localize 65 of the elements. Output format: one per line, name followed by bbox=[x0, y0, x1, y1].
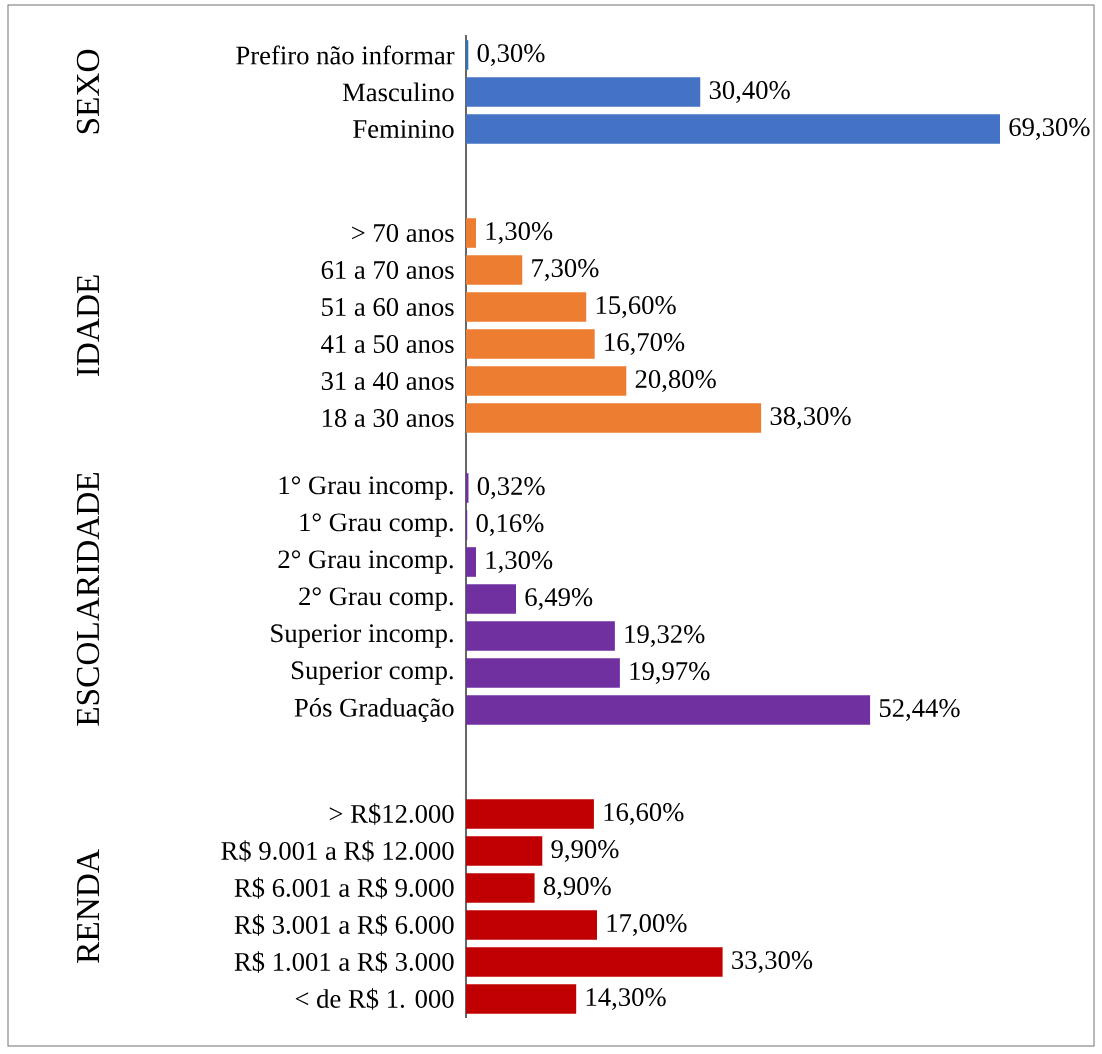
bar bbox=[466, 403, 762, 433]
data-label: 33,30% bbox=[732, 951, 813, 973]
data-label: 69,30% bbox=[1009, 118, 1090, 140]
bar bbox=[466, 984, 577, 1014]
y-tick-label: Superior incomp. bbox=[271, 624, 453, 648]
data-label: 0,30% bbox=[477, 44, 545, 66]
data-label: 8,90% bbox=[543, 877, 611, 899]
y-tick-label: Superior comp. bbox=[291, 661, 453, 685]
data-label: 38,30% bbox=[770, 407, 851, 429]
data-label: 52,44% bbox=[879, 699, 960, 721]
data-label: 9,90% bbox=[551, 840, 619, 862]
y-tick-label: R$ 1.001 a R$ 3.000 bbox=[234, 951, 454, 973]
y-tick-label: 31 a 40 anos bbox=[321, 372, 454, 390]
bar bbox=[466, 621, 615, 651]
data-label: 6,49% bbox=[525, 588, 593, 610]
y-axis-title: ESCOLARIDADE bbox=[76, 472, 100, 726]
data-label: 15,60% bbox=[596, 296, 676, 318]
data-label: 20,80% bbox=[635, 370, 716, 392]
y-tick-label: 1° Grau comp. bbox=[300, 513, 453, 537]
data-label: 0,32% bbox=[477, 477, 545, 499]
y-tick-label: 2° Grau incomp. bbox=[278, 550, 453, 574]
bar bbox=[466, 366, 627, 396]
bar bbox=[466, 547, 477, 577]
data-label: 16,70% bbox=[605, 333, 685, 355]
data-label: 1,30% bbox=[486, 551, 553, 573]
bar bbox=[466, 947, 723, 977]
bar bbox=[466, 910, 597, 940]
y-tick-label: R$ 9.001 a R$ 12.000 bbox=[221, 840, 454, 862]
y-tick-label: 1° Grau incomp. bbox=[279, 476, 453, 500]
y-tick-label: Masculino bbox=[342, 82, 454, 102]
bar bbox=[466, 695, 871, 725]
y-tick-label: 18 a 30 anos bbox=[322, 409, 454, 427]
bar bbox=[466, 218, 477, 248]
y-axis-title: SEXO bbox=[76, 49, 100, 134]
y-tick-label: > R$12.000 bbox=[329, 803, 454, 825]
y-tick-label: Pós Graduação bbox=[294, 697, 454, 723]
bar bbox=[466, 292, 587, 322]
y-tick-label: 41 a 50 anos bbox=[321, 335, 454, 353]
bar bbox=[466, 658, 620, 688]
y-tick-label: 61 a 70 anos bbox=[321, 261, 454, 279]
data-label: 30,40% bbox=[709, 81, 790, 103]
bar bbox=[466, 329, 595, 359]
y-axis-title: RENDA bbox=[76, 849, 100, 963]
bar bbox=[466, 584, 517, 614]
y-tick-label: 2° Grau comp. bbox=[299, 587, 453, 611]
y-tick-label: 51 a 60 anos bbox=[322, 298, 454, 316]
data-label: 7,30% bbox=[532, 259, 599, 281]
data-label: 14,30% bbox=[586, 988, 666, 1010]
bar bbox=[466, 799, 594, 829]
y-tick-label: < de R$ 1. 000 bbox=[295, 988, 454, 1010]
bar bbox=[466, 836, 543, 866]
data-label: 16,60% bbox=[604, 803, 684, 825]
bar bbox=[466, 255, 523, 285]
data-label: 19,97% bbox=[630, 662, 710, 684]
data-label: 1,30% bbox=[486, 222, 553, 244]
y-axis-title: IDADE bbox=[76, 275, 100, 377]
y-tick-label: Prefiro não informar bbox=[236, 45, 455, 65]
y-tick-label: R$ 6.001 a R$ 9.000 bbox=[234, 877, 454, 899]
data-label: 19,32% bbox=[625, 625, 705, 647]
data-label: 0,16% bbox=[476, 514, 544, 536]
y-tick-label: > 70 anos bbox=[352, 224, 454, 242]
y-tick-label: Feminino bbox=[353, 120, 454, 138]
data-label: 17,00% bbox=[607, 914, 687, 936]
bar bbox=[466, 873, 535, 903]
y-tick-label: R$ 3.001 a R$ 6.000 bbox=[234, 914, 454, 936]
